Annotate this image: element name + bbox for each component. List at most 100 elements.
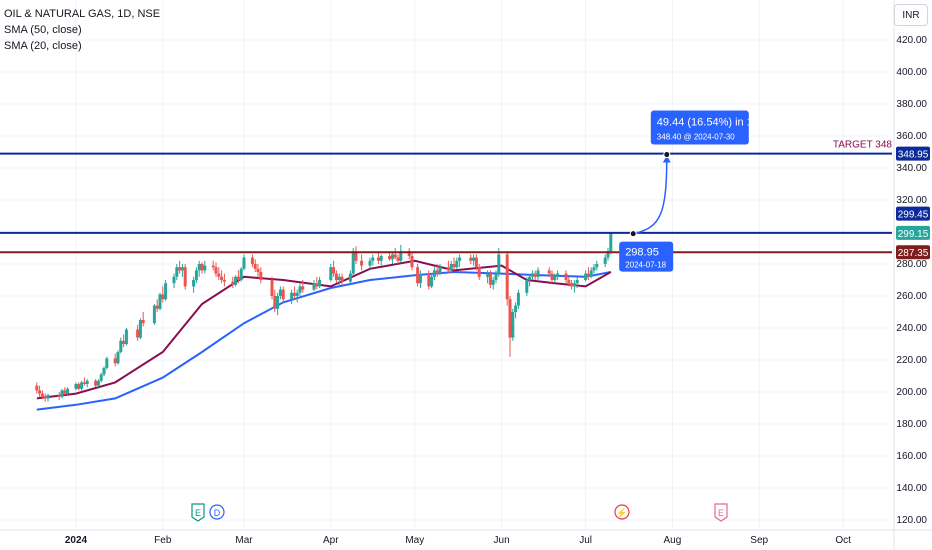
candle-body [217, 273, 221, 277]
price-tick-label: 160.00 [896, 451, 927, 462]
candle-body [102, 368, 106, 375]
candle [281, 286, 285, 303]
future-earnings-event-icon[interactable]: E [714, 503, 728, 522]
candle [82, 377, 86, 386]
candle [175, 264, 179, 280]
candle-body [66, 388, 70, 394]
time-tick-label: Apr [323, 535, 339, 546]
candle [586, 267, 590, 280]
candle-body [57, 395, 61, 397]
candle-body [256, 268, 260, 272]
candle-body [432, 270, 436, 277]
candle-body [376, 257, 380, 261]
projection-start-box [619, 241, 674, 272]
legend-sma20[interactable]: SMA (20, close) [4, 40, 82, 52]
time-tick-label: Feb [154, 535, 172, 546]
candle [407, 248, 411, 260]
candle-body [458, 257, 462, 261]
candle [399, 244, 403, 263]
candle [427, 270, 431, 290]
dividend-event-icon-label: D [214, 508, 221, 518]
future-earnings-event-icon-label: E [718, 508, 724, 518]
candle-body [570, 283, 574, 287]
candle [332, 260, 336, 277]
candle [396, 254, 400, 264]
candle [301, 280, 305, 293]
candle-body [547, 270, 551, 274]
candle-body [38, 390, 42, 394]
candle-body [315, 283, 319, 287]
candle [242, 254, 246, 271]
legend-symbol[interactable]: OIL & NATURAL GAS, 1D, NSE [4, 8, 161, 20]
price-tick-label: 140.00 [896, 483, 927, 494]
candle-body [564, 273, 568, 280]
candle-body [438, 267, 442, 274]
candle [525, 276, 529, 296]
candle-body [85, 380, 89, 384]
candle [298, 283, 302, 296]
candle [446, 260, 450, 274]
candle [609, 232, 613, 255]
candle-body [124, 329, 128, 344]
candle-body [536, 270, 540, 277]
candle-body [138, 320, 142, 338]
projection-box [650, 110, 749, 145]
candle-body [136, 329, 140, 338]
candle [410, 252, 414, 271]
candle-body [60, 390, 64, 397]
candle [368, 257, 372, 269]
candle-body [155, 305, 159, 309]
candle [217, 267, 221, 280]
candle [472, 254, 476, 266]
candle [516, 289, 520, 309]
candle [234, 275, 238, 287]
candle-body [164, 283, 168, 300]
candle [60, 388, 64, 399]
candle [379, 254, 383, 266]
candle [220, 270, 224, 284]
candle [354, 246, 358, 264]
candle [178, 260, 182, 274]
last-price-tag-text: 299.15 [898, 229, 929, 240]
earnings-event-icon-shape [191, 503, 205, 522]
currency-button[interactable]: INR [894, 4, 928, 26]
candle-body [430, 276, 434, 287]
candle [318, 276, 322, 288]
price-tick-label: 200.00 [896, 387, 927, 398]
split-event-icon[interactable]: ⚡ [614, 504, 630, 520]
time-tick-label: Jun [494, 535, 510, 546]
candle [486, 270, 490, 284]
candle-body [595, 264, 599, 268]
candle-body [203, 265, 207, 271]
legend-sma50[interactable]: SMA (50, close) [4, 24, 82, 36]
candle-body [477, 267, 481, 277]
price-tags: 348.95 299.45 299.15 287.35 [896, 146, 930, 260]
dividend-event-icon[interactable]: D [209, 504, 225, 520]
candle [35, 382, 39, 394]
candle [547, 267, 551, 277]
candle-body [116, 352, 120, 364]
candle [214, 262, 218, 277]
earnings-event-icon-label: E [195, 508, 201, 518]
candle-body [197, 264, 201, 271]
candle-body [497, 254, 501, 274]
candle [116, 350, 120, 365]
candle [256, 264, 260, 277]
target-price-tag-text: 348.95 [898, 150, 929, 161]
candle [57, 392, 61, 400]
candle-body [281, 289, 285, 300]
candle-body [525, 280, 529, 293]
candle [74, 382, 78, 391]
candle-body [474, 257, 478, 268]
candle [66, 387, 70, 396]
candle-body [141, 320, 145, 324]
earnings-event-icon[interactable]: E [191, 503, 205, 522]
support-price-tag-bg [896, 245, 930, 260]
candle-body [43, 396, 47, 399]
candle [211, 260, 215, 271]
candles [35, 232, 613, 402]
candle-body [360, 260, 364, 266]
candle-body [46, 395, 50, 399]
